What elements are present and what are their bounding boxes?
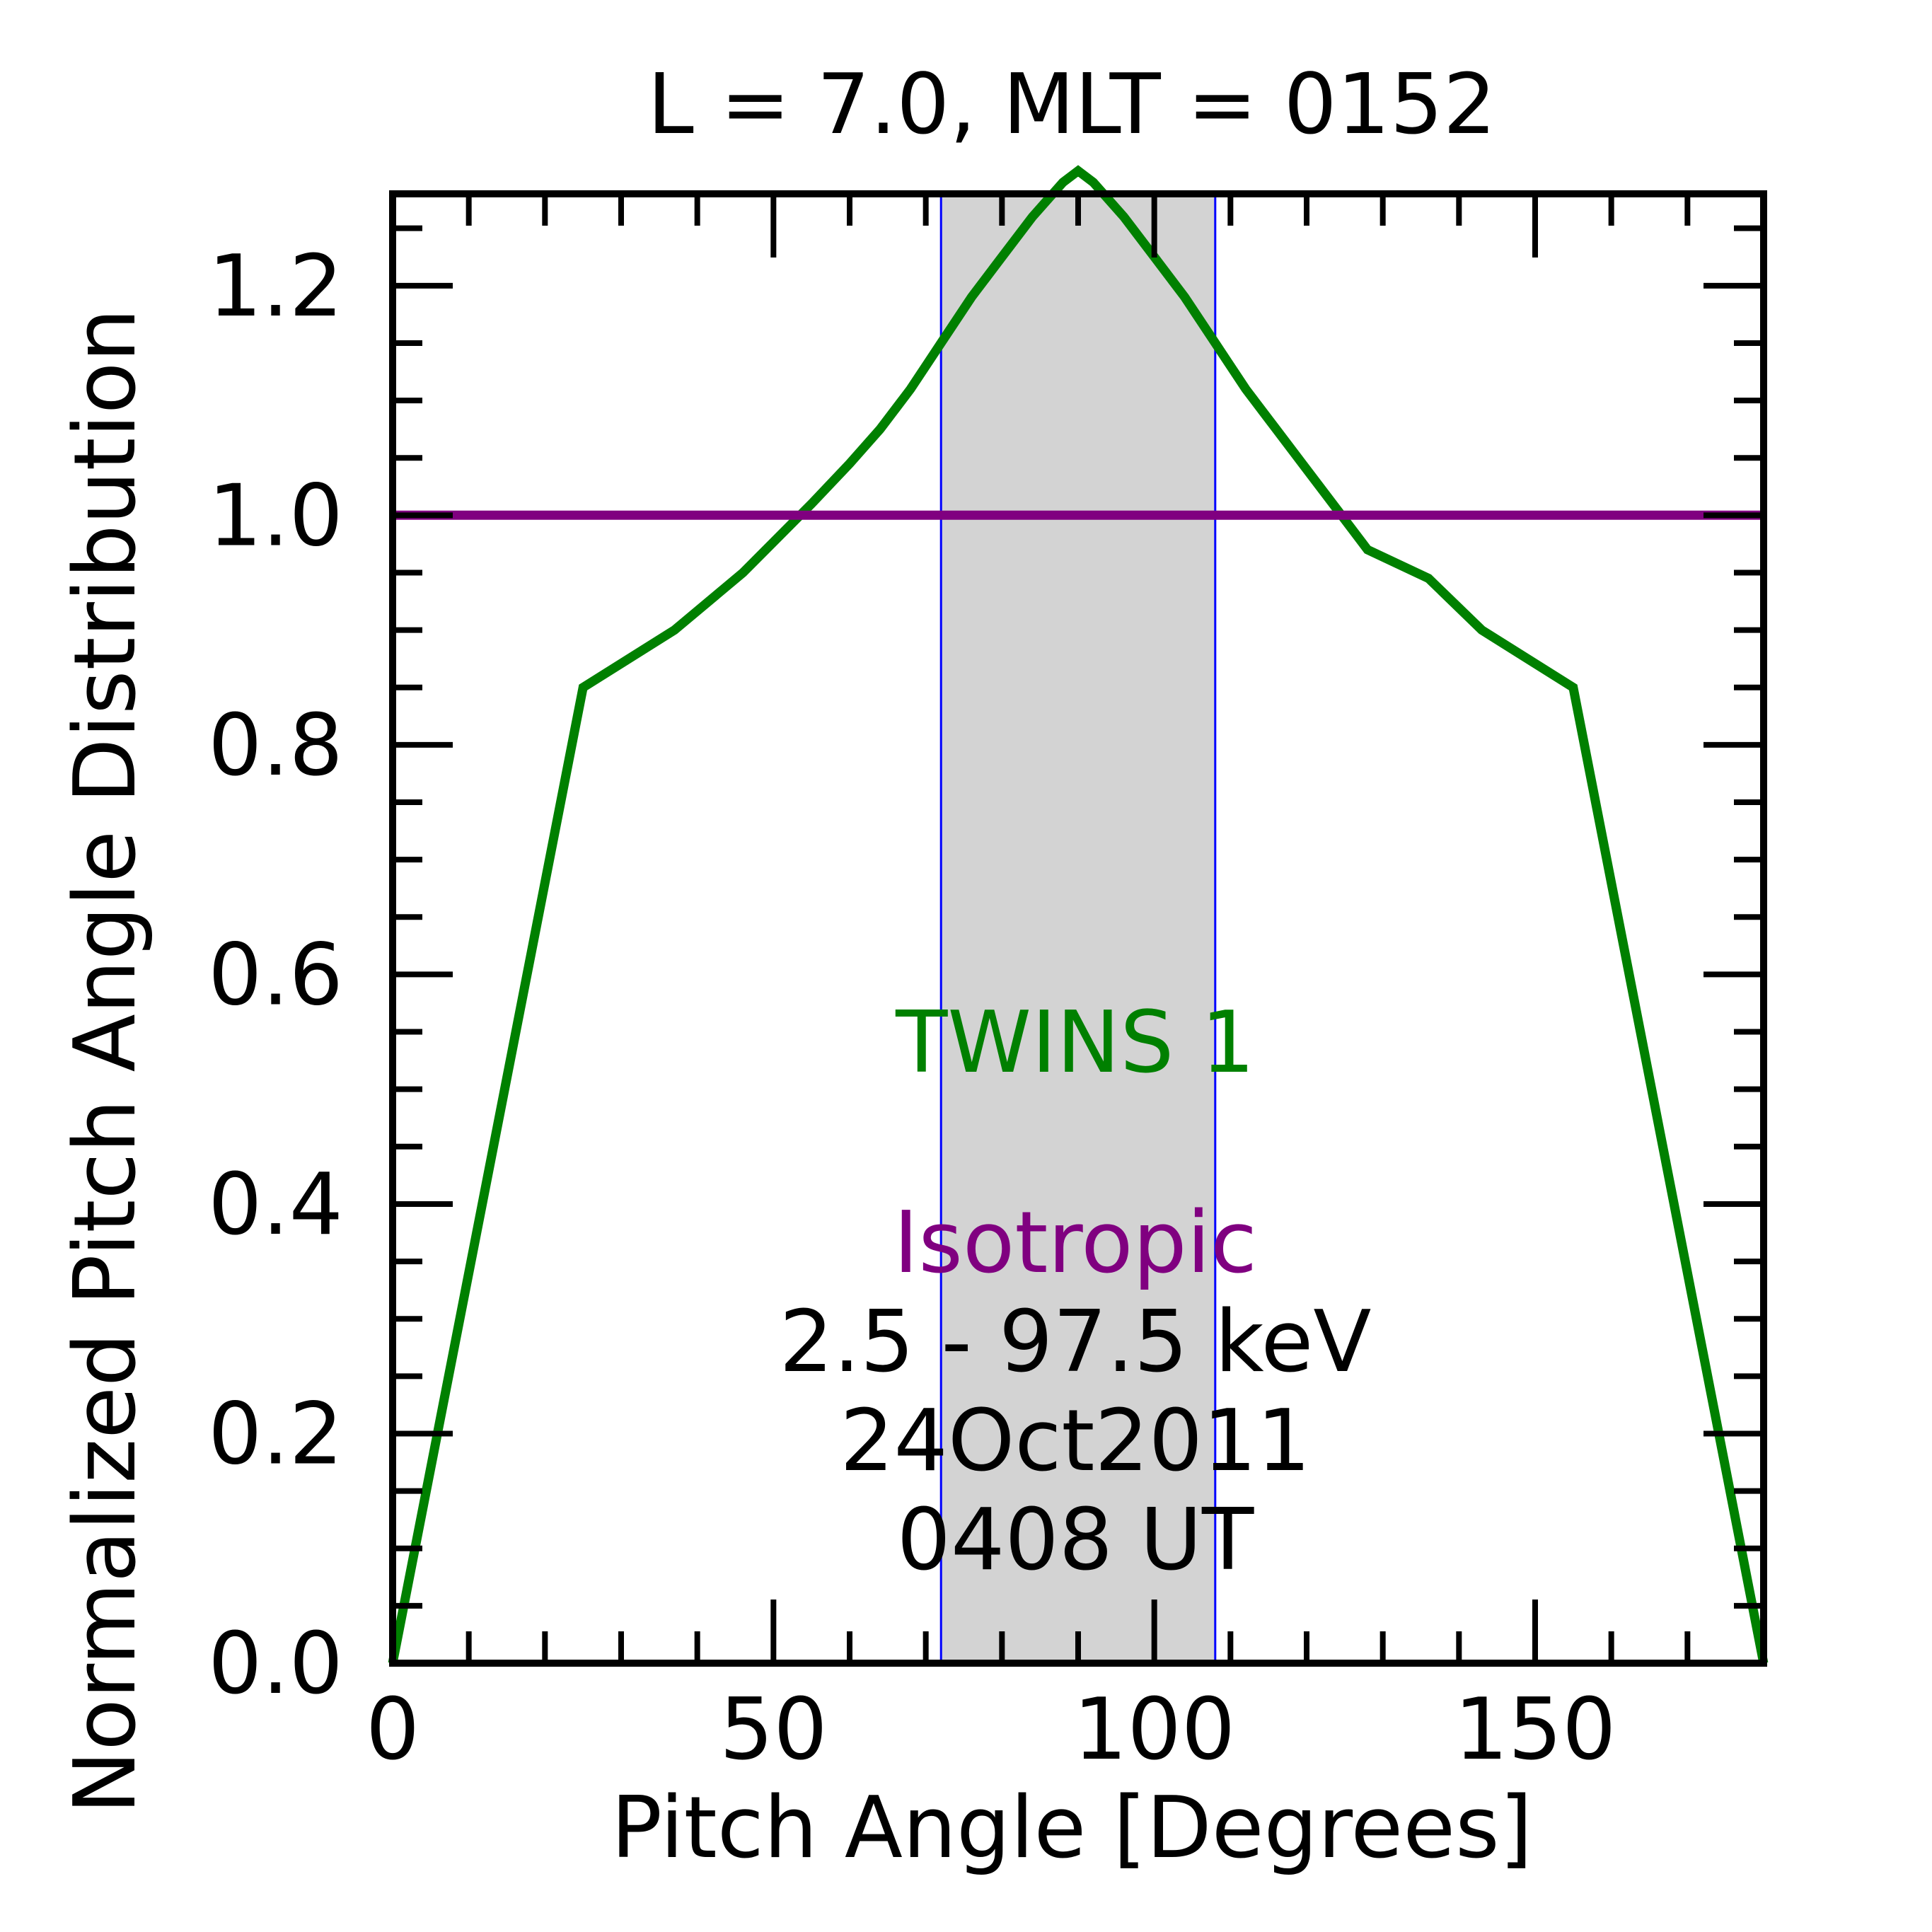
y-tick-label: 1.0 (208, 467, 343, 565)
series-layer (388, 165, 1769, 1665)
x-tick-label: 50 (719, 1681, 828, 1779)
shaded-region-layer (939, 194, 1217, 1663)
x-tick-label: 150 (1454, 1681, 1616, 1779)
date-label: 24Oct2011 (840, 1392, 1311, 1491)
plot-frame (389, 190, 1767, 1667)
energy-range-label: 2.5 - 97.5 keV (780, 1293, 1372, 1392)
y-tick-label: 1.2 (208, 238, 343, 336)
tick-layer: 0 50 100 150 0.0 0.2 0.4 0.6 0.8 1.0 1.2 (208, 194, 1764, 1779)
y-tick-label: 0.8 (208, 697, 343, 795)
x-tick-label: 100 (1073, 1681, 1235, 1779)
y-tick-label: 0.2 (208, 1385, 343, 1483)
y-tick-label: 0.0 (208, 1615, 343, 1713)
y-axis-title: Normalized Pitch Angle Distribution (57, 308, 155, 1815)
time-label: 0408 UT (897, 1491, 1254, 1590)
x-tick-label: 0 (366, 1681, 420, 1779)
shaded-region (941, 194, 1215, 1663)
chart-title: L = 7.0, MLT = 0152 (647, 55, 1496, 153)
twins-legend-label: TWINS 1 (895, 994, 1255, 1092)
isotropic-legend-label: Isotropic (893, 1194, 1257, 1292)
x-axis-title: Pitch Angle [Degrees] (611, 1779, 1533, 1878)
y-tick-label: 0.4 (208, 1156, 343, 1254)
y-tick-label: 0.6 (208, 926, 343, 1024)
series-line-twins-1 (388, 165, 1769, 1665)
